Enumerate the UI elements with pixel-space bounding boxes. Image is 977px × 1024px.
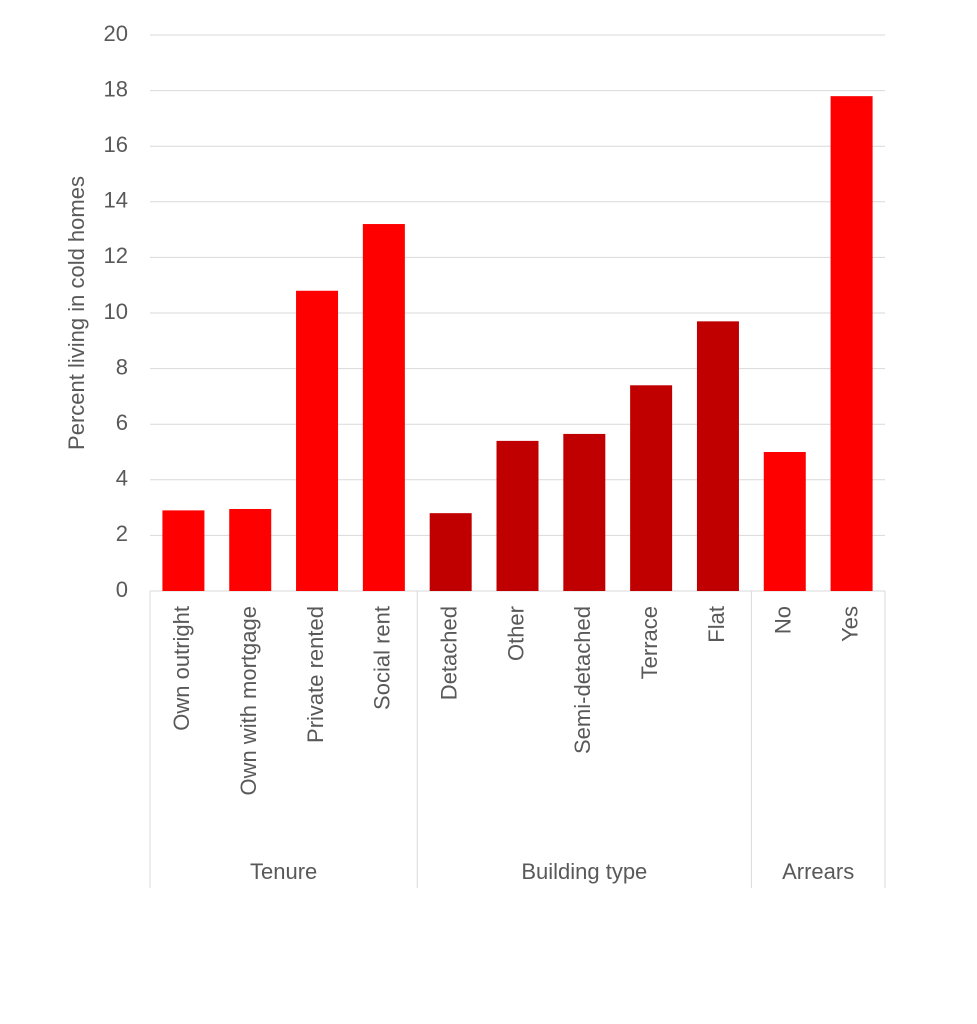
bar: [696, 321, 739, 591]
bar: [362, 224, 405, 592]
y-tick-label: 4: [116, 466, 128, 491]
bar: [229, 508, 272, 591]
bar: [563, 433, 606, 591]
y-tick-label: 8: [116, 354, 128, 379]
x-tick-label: Own with mortgage: [236, 606, 261, 796]
bar: [296, 290, 339, 591]
x-tick-label: Own outright: [169, 606, 194, 731]
y-axis-title: Percent living in cold homes: [64, 176, 89, 450]
y-tick-label: 0: [116, 577, 128, 602]
y-tick-label: 10: [104, 299, 128, 324]
x-tick-label: No: [771, 606, 796, 634]
x-tick-label: Social rent: [370, 606, 395, 710]
y-tick-label: 20: [104, 21, 128, 46]
y-tick-label: 6: [116, 410, 128, 435]
group-label: Building type: [521, 859, 647, 884]
bar: [763, 452, 806, 591]
x-tick-label: Semi-detached: [570, 606, 595, 754]
group-label: Arrears: [782, 859, 854, 884]
y-tick-label: 18: [104, 76, 128, 101]
bar: [429, 513, 472, 591]
y-tick-label: 14: [104, 188, 128, 213]
x-tick-label: Yes: [837, 606, 862, 642]
y-tick-label: 2: [116, 521, 128, 546]
x-tick-label: Other: [503, 606, 528, 661]
x-tick-label: Flat: [704, 606, 729, 643]
y-tick-label: 16: [104, 132, 128, 157]
bar: [830, 96, 873, 591]
bar: [162, 510, 205, 591]
bar: [630, 385, 673, 591]
bar: [496, 440, 539, 591]
x-tick-label: Detached: [436, 606, 461, 700]
y-tick-label: 12: [104, 243, 128, 268]
x-tick-label: Private rented: [303, 606, 328, 743]
x-tick-label: Terrace: [637, 606, 662, 679]
group-label: Tenure: [250, 859, 317, 884]
